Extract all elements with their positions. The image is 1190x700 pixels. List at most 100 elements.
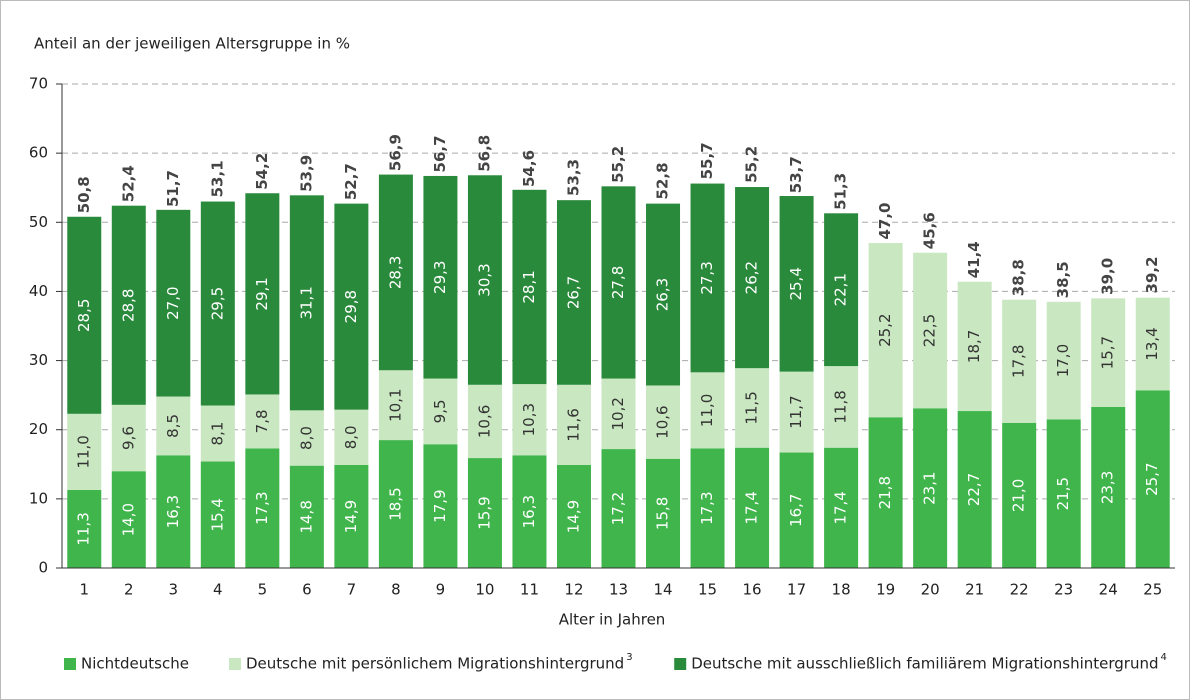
value-label: 11,0 <box>75 435 93 468</box>
x-tick-label: 12 <box>564 581 583 599</box>
x-tick-label: 5 <box>258 581 268 599</box>
bar-segment <box>779 452 814 568</box>
value-label: 28,1 <box>520 270 538 303</box>
bar-segment <box>423 175 458 379</box>
x-tick-label: 17 <box>787 581 806 599</box>
legend-label: Deutsche mit persönlichem Migrationshint… <box>246 655 624 673</box>
value-label: 27,0 <box>164 286 182 319</box>
value-label: 11,6 <box>564 408 582 441</box>
bar-segment <box>779 196 814 372</box>
value-label: 17,3 <box>698 491 716 524</box>
value-label: 10,2 <box>609 397 627 430</box>
value-label: 14,0 <box>119 503 137 536</box>
value-label: 21,0 <box>1010 479 1028 512</box>
bar-segment <box>289 410 324 466</box>
total-label: 53,7 <box>787 156 805 193</box>
bar-segment <box>824 447 859 568</box>
x-tick-label: 20 <box>921 581 940 599</box>
x-tick-label: 1 <box>79 581 89 599</box>
bar-segment <box>378 440 413 568</box>
legend-note: 3 <box>626 652 632 663</box>
bar-segment <box>156 209 191 397</box>
x-tick-label: 11 <box>520 581 539 599</box>
value-label: 16,3 <box>164 495 182 528</box>
bar-segment <box>156 396 191 456</box>
bar-segment <box>245 448 280 568</box>
legend-note: 4 <box>1161 652 1167 663</box>
total-label: 52,8 <box>654 162 672 199</box>
bar-segment <box>156 455 191 568</box>
x-tick-label: 16 <box>743 581 762 599</box>
bar-segment <box>334 203 369 410</box>
value-label: 22,1 <box>832 273 850 306</box>
total-label: 45,6 <box>921 212 939 249</box>
total-label: 50,8 <box>75 176 93 213</box>
bar-segment <box>1046 419 1081 568</box>
bar-segment <box>646 385 681 459</box>
bar-segment <box>423 378 458 445</box>
bar-segment <box>601 449 636 568</box>
value-label: 26,2 <box>743 261 761 294</box>
bar-segment <box>334 409 369 465</box>
value-label: 11,8 <box>832 390 850 423</box>
legend-label: Nichtdeutsche <box>81 655 189 673</box>
bar-segment <box>1002 299 1037 423</box>
bar-segment <box>1046 301 1081 420</box>
value-label: 10,6 <box>654 405 672 438</box>
total-label: 41,4 <box>965 241 983 278</box>
value-label: 26,7 <box>564 276 582 309</box>
x-tick-label: 13 <box>609 581 628 599</box>
bar-segment <box>913 408 948 568</box>
value-label: 14,9 <box>342 500 360 533</box>
total-label: 38,8 <box>1010 259 1028 296</box>
value-label: 28,3 <box>386 256 404 289</box>
x-tick-label: 9 <box>436 581 446 599</box>
legend-swatch <box>228 658 241 670</box>
value-label: 21,5 <box>1054 477 1072 510</box>
bar-segment <box>690 183 725 373</box>
bar-segment <box>735 447 770 568</box>
bar-segment <box>467 458 502 568</box>
value-label: 17,9 <box>431 489 449 522</box>
x-tick-label: 19 <box>876 581 895 599</box>
bar-segment <box>556 200 591 385</box>
x-tick-label: 4 <box>213 581 223 599</box>
y-tick-label: 70 <box>29 75 48 93</box>
total-label: 53,1 <box>208 160 226 197</box>
y-tick-label: 20 <box>29 420 48 438</box>
value-label: 17,4 <box>832 491 850 524</box>
value-label: 14,9 <box>564 500 582 533</box>
value-label: 8,0 <box>342 425 360 449</box>
total-label: 38,5 <box>1054 261 1072 298</box>
x-tick-label: 25 <box>1143 581 1162 599</box>
bar-segment <box>245 193 280 395</box>
x-tick-label: 3 <box>169 581 179 599</box>
bar-segment <box>111 471 146 568</box>
total-label: 39,0 <box>1099 258 1117 295</box>
total-label: 53,3 <box>564 159 582 196</box>
y-tick-label: 40 <box>29 282 48 300</box>
total-label: 47,0 <box>876 203 894 240</box>
y-tick-label: 0 <box>38 559 48 577</box>
value-label: 18,5 <box>386 487 404 520</box>
bar-segment <box>824 213 859 367</box>
bar-segment <box>556 384 591 465</box>
x-tick-label: 15 <box>698 581 717 599</box>
total-label: 56,7 <box>431 135 449 172</box>
y-axis-label: Anteil an der jeweiligen Altersgruppe in… <box>34 35 350 53</box>
x-tick-label: 8 <box>391 581 401 599</box>
bar-segment <box>200 201 235 406</box>
x-tick-label: 18 <box>832 581 851 599</box>
bar-segment <box>957 411 992 568</box>
x-axis-label: Alter in Jahren <box>559 611 666 629</box>
value-label: 15,4 <box>208 498 226 531</box>
bar-segment <box>646 203 681 386</box>
value-label: 8,0 <box>297 426 315 450</box>
bar-segment <box>868 243 903 418</box>
value-label: 10,6 <box>475 405 493 438</box>
total-label: 55,2 <box>743 146 761 183</box>
total-label: 51,7 <box>164 170 182 207</box>
bar-segment <box>378 174 413 371</box>
bar-segment <box>512 455 547 568</box>
